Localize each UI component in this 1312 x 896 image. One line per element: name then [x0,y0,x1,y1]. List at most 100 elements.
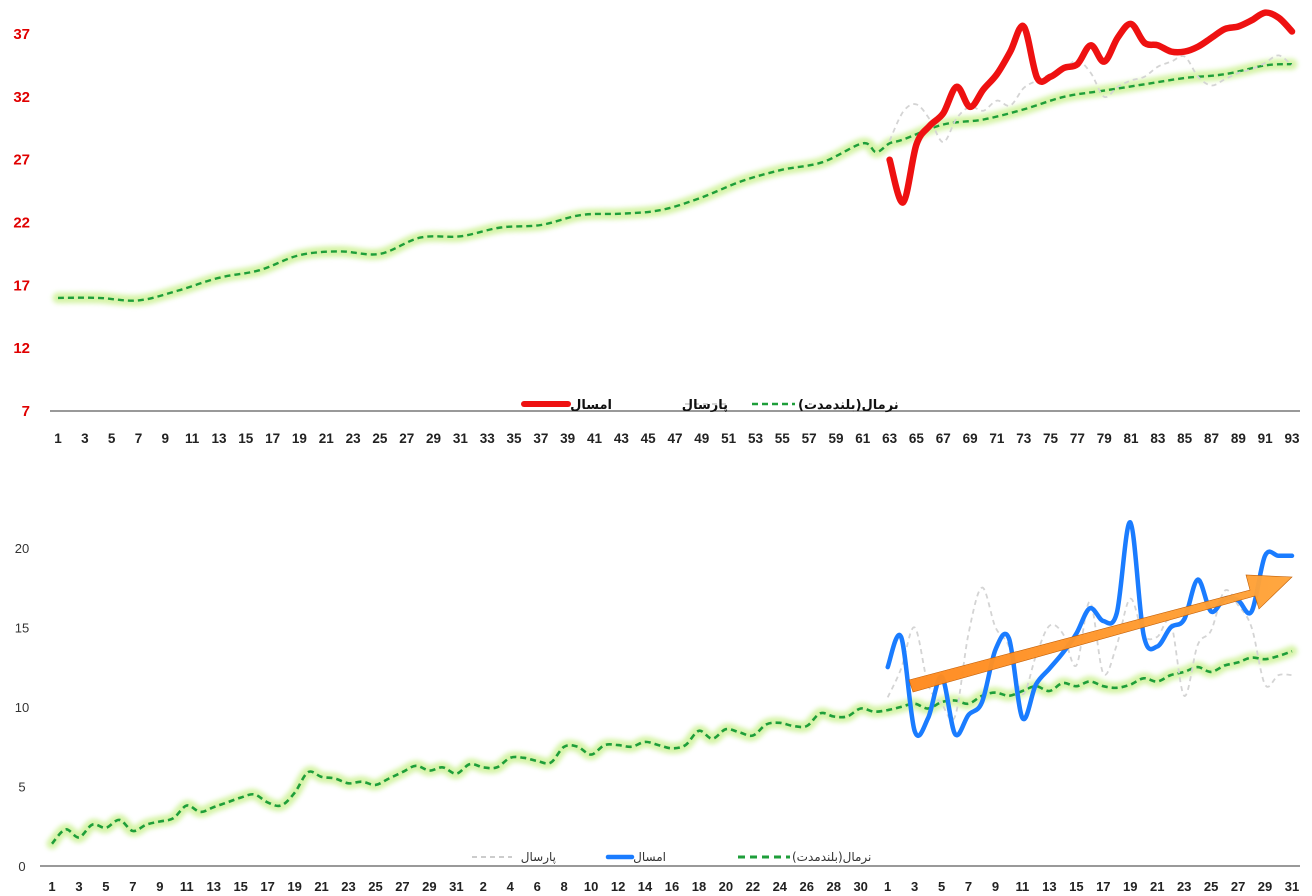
bot-x-tick-label: 21 [1150,879,1164,894]
top-legend-normal-label: نرمال(بلندمدت) [798,398,899,413]
bot-x-tick-label: 19 [287,879,301,894]
bot-x-tick-label: 12 [611,879,625,894]
top-x-tick-label: 9 [162,431,170,446]
top-x-tick-label: 41 [587,431,603,446]
top-x-tick-label: 59 [828,431,843,446]
top-x-tick-label: 23 [346,431,362,446]
bottom-y-axis-ticks: 0 5 10 15 20 [15,541,29,874]
bottom-legend-thisyear-label: امسال [633,850,666,864]
top-x-tick-label: 93 [1284,431,1300,446]
top-x-tick-label: 75 [1043,431,1059,446]
top-x-tick-label: 5 [108,431,116,446]
bot-lastyear-series-line [886,586,1293,722]
top-x-tick-label: 77 [1070,431,1085,446]
bot-x-tick-label: 16 [665,879,679,894]
bot-x-tick-label: 3 [75,879,82,894]
bot-normal-series-glow [46,645,1298,850]
top-x-tick-label: 89 [1231,431,1246,446]
top-x-tick-label: 79 [1097,431,1112,446]
top-x-tick-label: 35 [507,431,523,446]
top-normal-series-glow [52,58,1298,307]
trend-arrow-shape [908,574,1293,693]
bot-x-tick-label: 11 [1016,879,1030,894]
top-y-tick-label: 17 [13,277,30,294]
top-x-tick-label: 1 [54,431,62,446]
top-normal-glow [52,58,1298,307]
top-x-tick-label: 91 [1258,431,1274,446]
top-normal-series-line [57,63,1293,302]
top-x-tick-label: 37 [533,431,548,446]
bot-x-tick-label: 10 [584,879,598,894]
bot-x-tick-label: 25 [1204,879,1218,894]
bot-x-tick-label: 1 [48,879,55,894]
top-x-tick-label: 21 [319,431,335,446]
bot-x-tick-label: 31 [449,879,463,894]
bot-x-tick-label: 9 [156,879,163,894]
bot-x-tick-label: 23 [341,879,355,894]
top-x-tick-label: 47 [667,431,682,446]
top-y-tick-label: 7 [22,403,30,420]
bot-x-tick-label: 30 [853,879,867,894]
top-x-tick-label: 83 [1150,431,1166,446]
bot-x-tick-label: 7 [965,879,972,894]
top-x-tick-label: 71 [989,431,1005,446]
top-x-tick-label: 63 [882,431,898,446]
bot-x-tick-label: 21 [314,879,328,894]
bot-x-tick-label: 25 [368,879,382,894]
bot-x-tick-label: 3 [911,879,918,894]
bottom-legend-lastyear-label: پارسال [521,850,556,865]
bot-x-tick-label: 18 [692,879,706,894]
top-x-tick-label: 3 [81,431,89,446]
top-series-layer [57,9,1296,302]
top-x-tick-label: 17 [265,431,280,446]
top-legend-lastyear-label: پارسال [682,398,728,413]
bot-x-tick-label: 2 [480,879,487,894]
bot-x-tick-label: 29 [422,879,436,894]
bot-x-tick-label: 27 [395,879,409,894]
bot-x-tick-label: 31 [1285,879,1299,894]
bot-x-tick-label: 1 [884,879,891,894]
bot-x-tick-label: 5 [102,879,109,894]
top-x-tick-label: 43 [614,431,630,446]
top-x-tick-label: 51 [721,431,737,446]
bot-x-tick-label: 17 [260,879,274,894]
bot-x-tick-label: 15 [233,879,247,894]
top-x-tick-label: 13 [211,431,227,446]
top-x-tick-label: 29 [426,431,441,446]
top-x-tick-label: 15 [238,431,254,446]
bot-y-tick-label: 20 [15,541,29,556]
bot-normal-series-line [50,649,1293,845]
top-x-tick-label: 39 [560,431,575,446]
top-x-tick-label: 31 [453,431,469,446]
top-x-tick-label: 81 [1124,431,1140,446]
bot-x-tick-label: 13 [1042,879,1056,894]
top-y-tick-label: 12 [13,340,30,357]
trend-arrow [908,574,1293,693]
top-x-tick-label: 7 [135,431,143,446]
bot-x-tick-label: 19 [1123,879,1137,894]
top-x-tick-label: 57 [802,431,817,446]
top-legend: نرمال(بلندمدت) پارسال امسال [521,398,899,413]
bot-x-tick-label: 9 [992,879,999,894]
top-y-tick-label: 37 [13,26,30,43]
top-x-tick-label: 73 [1016,431,1032,446]
top-x-tick-label: 65 [909,431,925,446]
top-x-tick-label: 85 [1177,431,1193,446]
top-x-tick-label: 53 [748,431,764,446]
bot-y-tick-label: 0 [18,859,25,874]
bot-x-tick-label: 4 [507,879,515,894]
bottom-x-axis-ticks: 1 3 5 7 9 11 13 15 17 19 21 23 25 27 29 31 2 4 6 8 10 12 14 16 1… [48,879,1299,894]
bottom-legend-normal-label: نرمال(بلندمدت) [792,850,871,865]
top-x-tick-label: 45 [641,431,657,446]
top-y-tick-label: 22 [13,215,30,232]
bot-x-tick-label: 5 [938,879,945,894]
bot-x-tick-label: 17 [1096,879,1110,894]
top-x-tick-label: 49 [694,431,709,446]
bot-x-tick-label: 27 [1231,879,1245,894]
bot-x-tick-label: 29 [1258,879,1272,894]
top-x-tick-label: 87 [1204,431,1219,446]
bot-x-tick-label: 14 [638,879,653,894]
bot-x-tick-label: 15 [1069,879,1083,894]
top-x-tick-label: 55 [775,431,791,446]
